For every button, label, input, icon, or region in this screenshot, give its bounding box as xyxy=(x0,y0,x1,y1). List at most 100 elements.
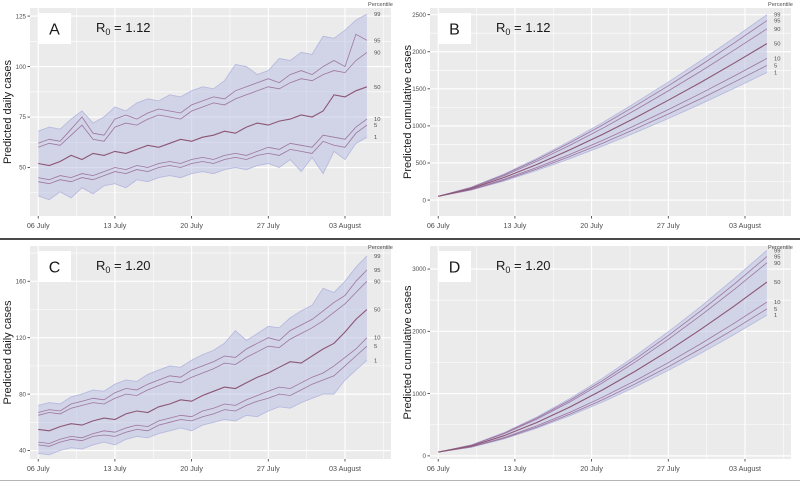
panel-letter-box xyxy=(38,13,71,44)
percentile-legend-title: Percentile xyxy=(368,245,393,251)
y-tick-label: 1000 xyxy=(412,391,426,398)
median-line xyxy=(438,43,768,197)
x-tick-label: 06 July xyxy=(427,464,450,473)
y-tick-label: 2500 xyxy=(412,12,426,19)
percentile-5-line xyxy=(38,345,368,447)
panel-a: 50 75 100 125 06 July 13 July 20 July 27 July 03… xyxy=(0,0,400,237)
series-group xyxy=(38,255,368,456)
percentile-label-90: 90 xyxy=(374,50,380,56)
x-tick-label: 20 July xyxy=(180,464,203,473)
x-tick-label: 13 July xyxy=(104,464,127,473)
median-line xyxy=(38,309,368,432)
percentile-label-50: 50 xyxy=(374,307,380,313)
confidence-band-1-99 xyxy=(438,250,767,453)
x-tick-label: 06 July xyxy=(427,221,450,230)
y-tick-label: 80 xyxy=(19,391,26,398)
percentile-label-10: 10 xyxy=(774,300,780,306)
percentile-90-line xyxy=(438,28,768,197)
percentile-label-5: 5 xyxy=(374,344,377,350)
median-line xyxy=(438,281,768,453)
percentile-label-10: 10 xyxy=(374,336,380,342)
x-tick-label: 03 August xyxy=(729,464,761,473)
x-tick-label: 03 August xyxy=(329,221,361,230)
percentile-legend-title: Percentile xyxy=(768,245,793,251)
y-tick-label: 125 xyxy=(16,13,27,20)
percentile-label-90: 90 xyxy=(774,27,780,33)
y-tick-label: 75 xyxy=(19,114,26,121)
percentile-95-line xyxy=(38,33,368,144)
x-tick-label: 27 July xyxy=(657,221,680,230)
panel-letter: B xyxy=(449,22,460,39)
percentile-99-edge-line xyxy=(438,250,768,453)
x-tick-label: 06 July xyxy=(27,464,50,473)
percentile-90-line xyxy=(438,262,768,453)
percentile-label-95: 95 xyxy=(374,38,380,44)
panel-d-chart: 0 1000 2000 3000 06 July 13 July 20 July 27 Jul… xyxy=(402,245,793,473)
median-line xyxy=(38,86,368,167)
x-tick-label: 03 August xyxy=(329,464,361,473)
percentile-label-5: 5 xyxy=(374,123,377,129)
percentile-10-line xyxy=(438,58,768,197)
r0-annotation: R0 = 1.20 xyxy=(496,258,551,275)
x-tick-label: 13 July xyxy=(504,221,527,230)
panel-letter: A xyxy=(49,22,60,39)
y-tick-label: 2000 xyxy=(412,329,426,336)
r0-annotation: R0 = 1.12 xyxy=(96,20,151,37)
y-axis-title: Predicted cumulative cases xyxy=(402,285,414,419)
percentile-label-5: 5 xyxy=(774,307,777,313)
percentile-1-edge-line xyxy=(38,359,368,456)
panel-letter-box xyxy=(38,251,71,282)
x-tick-label: 27 July xyxy=(257,221,280,230)
y-tick-label: 1000 xyxy=(412,123,426,130)
percentile-label-99: 99 xyxy=(374,12,380,18)
x-tick-label: 20 July xyxy=(180,221,203,230)
y-tick-label: 120 xyxy=(16,335,27,342)
x-tick-label: 20 July xyxy=(580,464,603,473)
panel-c: 40 80 120 160 06 July 13 July 20 July 27 July 03… xyxy=(0,243,400,482)
y-tick-label: 0 xyxy=(423,453,427,460)
x-tick-label: 27 July xyxy=(657,464,680,473)
series-group xyxy=(38,13,368,201)
percentile-10-line xyxy=(438,301,768,453)
percentile-90-line xyxy=(38,52,368,148)
percentile-1-edge-line xyxy=(438,314,768,453)
percentile-10-line xyxy=(38,337,368,444)
panel-letter: D xyxy=(449,260,461,277)
panel-letter-box xyxy=(438,13,471,44)
y-tick-label: 0 xyxy=(423,197,427,204)
percentile-label-1: 1 xyxy=(774,313,777,319)
horizontal-divider xyxy=(0,238,800,240)
percentile-label-1: 1 xyxy=(374,358,377,364)
percentile-legend-title: Percentile xyxy=(368,2,393,8)
y-tick-label: 160 xyxy=(16,278,27,285)
percentile-label-10: 10 xyxy=(374,117,380,123)
series-group xyxy=(438,250,768,453)
y-tick-label: 40 xyxy=(19,448,26,455)
percentile-5-line xyxy=(438,308,768,453)
percentile-label-99: 99 xyxy=(774,13,780,19)
percentile-label-90: 90 xyxy=(774,261,780,267)
y-tick-label: 2000 xyxy=(412,49,426,56)
panel-a-chart: 50 75 100 125 06 July 13 July 20 July 27 July 03… xyxy=(2,2,393,230)
panel-c-chart: 40 80 120 160 06 July 13 July 20 July 27 July 03… xyxy=(2,245,393,473)
y-tick-label: 50 xyxy=(19,165,26,172)
x-tick-label: 03 August xyxy=(729,221,761,230)
x-tick-label: 06 July xyxy=(27,221,50,230)
percentile-label-95: 95 xyxy=(774,19,780,25)
y-axis-title: Predicted cumulative cases xyxy=(402,45,414,179)
percentile-label-50: 50 xyxy=(774,280,780,286)
percentile-90-line xyxy=(38,281,368,416)
panel-letter: C xyxy=(49,260,61,277)
percentile-5-line xyxy=(438,65,768,197)
panel-b: 0 500 1000 1500 2000 2500 06 July 13 July 20 Jul… xyxy=(400,0,800,237)
percentile-95-line xyxy=(38,269,368,413)
percentile-label-1: 1 xyxy=(374,135,377,141)
percentile-99-edge-line xyxy=(438,14,768,197)
y-tick-label: 500 xyxy=(416,160,427,167)
percentile-label-95: 95 xyxy=(774,255,780,261)
percentile-95-line xyxy=(438,256,768,453)
percentile-label-50: 50 xyxy=(374,85,380,91)
panel-b-chart: 0 500 1000 1500 2000 2500 06 July 13 July 20 Jul… xyxy=(402,2,793,230)
y-axis-title: Predicted daily cases xyxy=(2,300,14,404)
